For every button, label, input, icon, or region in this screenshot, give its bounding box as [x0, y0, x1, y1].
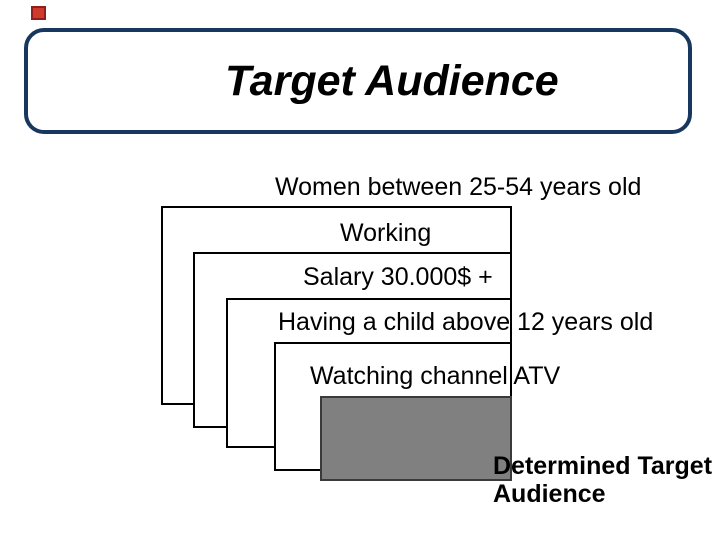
determined-label-line2: Audience	[493, 480, 606, 508]
funnel-label-channel: Watching channel ATV	[310, 362, 561, 390]
determined-audience-box	[320, 396, 512, 481]
funnel-label-women: Women between 25-54 years old	[275, 173, 642, 201]
funnel-label-child: Having a child above 12 years old	[278, 308, 654, 336]
title-box	[24, 28, 692, 134]
funnel-label-working: Working	[340, 219, 432, 247]
funnel-label-salary: Salary 30.000$ +	[303, 263, 493, 291]
red-marker-icon	[31, 6, 46, 20]
determined-target-audience-label: Determined Target Audience	[493, 452, 712, 508]
determined-label-line1: Determined Target	[493, 452, 713, 480]
slide-title: Target Audience	[225, 57, 559, 105]
